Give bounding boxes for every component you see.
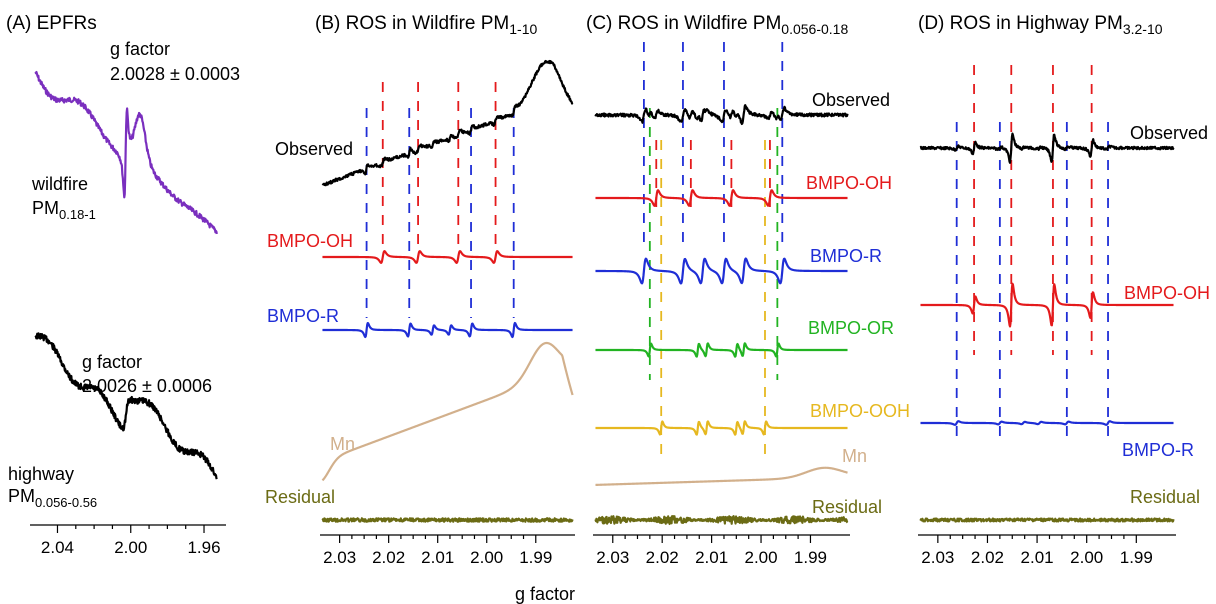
highway-epfr-trace [34, 332, 218, 480]
highway-annotation-label: g factor [82, 352, 142, 372]
panel-b-trace-observed [321, 59, 574, 187]
panel-c: (C) ROS in Wildfire PM0.056-0.18 2.03 2.0… [586, 13, 910, 567]
panel-d-plot: 2.03 2.02 2.01 2.00 1.99 Observed BMPO-OH BMPO-… [918, 65, 1210, 567]
panel-d-trace-bmpo-r [919, 420, 1175, 426]
panel-a-xtick-label-2: 1.96 [187, 538, 220, 557]
wildfire-label-pm-base: PM [32, 198, 59, 218]
panel-c-xtick-label-2: 2.01 [695, 548, 728, 567]
panel-d-label-bmpo-oh: BMPO-OH [1124, 283, 1210, 303]
panel-b-label-mn: Mn [330, 434, 355, 454]
panel-c-xtick-label-4: 1.99 [794, 548, 827, 567]
panel-c-xtick-label-0: 2.03 [596, 548, 629, 567]
panel-c-trace-observed [594, 104, 849, 126]
panel-b-trace-mn [321, 341, 574, 482]
panel-c-trace-bmpo-r [594, 257, 849, 285]
panel-d-xtick-label-4: 1.99 [1120, 548, 1153, 567]
panel-a-title: (A) EPFRs [6, 13, 97, 34]
panel-c-label-bmpo-r: BMPO-R [810, 246, 882, 266]
panel-c-label-bmpo-ooh: BMPO-OOH [810, 401, 910, 421]
panel-d-title-main: (D) ROS in Highway PM [918, 13, 1123, 34]
panel-d-label-observed: Observed [1130, 123, 1208, 143]
panel-b-label-bmpo-r: BMPO-R [267, 306, 339, 326]
wildfire-label-pm: PM0.18-1 [32, 198, 96, 222]
panel-d-xtick-label-1: 2.02 [971, 548, 1004, 567]
wildfire-label-subscript: 0.18-1 [59, 207, 96, 222]
panel-d-xtick-label-3: 2.00 [1070, 548, 1103, 567]
panel-c-title-subscript: 0.056-0.18 [781, 21, 848, 37]
highway-label-pm-base: PM [8, 486, 35, 506]
panel-c-label-bmpo-or: BMPO-OR [808, 318, 894, 338]
panel-b-xtick-label-4: 1.99 [519, 548, 552, 567]
panel-d-xtick-label-0: 2.03 [921, 548, 954, 567]
panel-a-xtick-label-0: 2.04 [41, 538, 74, 557]
panel-b-xtick-label-1: 2.02 [372, 548, 405, 567]
panel-b-xtick-label-2: 2.01 [421, 548, 454, 567]
panel-b-title-main: (B) ROS in Wildfire PM [315, 13, 509, 34]
wildfire-label: wildfire [31, 174, 88, 194]
highway-label: highway [8, 464, 74, 484]
wildfire-annotation-value: 2.0028 ± 0.0003 [110, 64, 240, 84]
panel-b-title-subscript: 1-10 [509, 21, 537, 37]
panel-d-title-subscript: 3.2-10 [1123, 21, 1163, 37]
panel-c-title-main: (C) ROS in Wildfire PM [586, 13, 781, 34]
panel-d-trace-residual [919, 517, 1175, 523]
panel-b-trace-bmpo-oh [321, 250, 574, 264]
panel-c-title: (C) ROS in Wildfire PM0.056-0.18 [586, 13, 848, 37]
panel-a-plot: 2.04 2.00 1.96 [30, 70, 226, 557]
panel-b-label-bmpo-oh: BMPO-OH [267, 231, 353, 251]
panel-c-xtick-label-3: 2.00 [744, 548, 777, 567]
panel-c-trace-bmpo-ooh [594, 420, 849, 436]
panel-c-trace-mn [594, 466, 849, 487]
highway-annotation-value: 2.0026 ± 0.0006 [82, 376, 212, 396]
panel-c-label-residual: Residual [812, 497, 882, 517]
highway-label-subscript: 0.056-0.56 [35, 495, 97, 510]
panel-d: (D) ROS in Highway PM3.2-10 2.03 2.02 2.01… [918, 13, 1210, 567]
panel-b-xtick-label-3: 2.00 [470, 548, 503, 567]
panel-d-label-residual: Residual [1130, 487, 1200, 507]
panel-b-trace-residual [321, 517, 574, 523]
panel-a-xtick-label-1: 2.00 [114, 538, 147, 557]
panel-c-label-bmpo-oh: BMPO-OH [806, 173, 892, 193]
wildfire-epfr-trace [34, 70, 218, 235]
panel-c-xtick-label-1: 2.02 [646, 548, 679, 567]
panel-b-xtick-label-0: 2.03 [323, 548, 356, 567]
panel-b-plot: 2.03 2.02 2.01 2.00 1.99 Observed BMPO-OH BMPO-… [265, 59, 575, 567]
panel-c-label-observed: Observed [812, 90, 890, 110]
panel-c-trace-bmpo-oh [594, 189, 849, 207]
panel-d-trace-bmpo-oh [919, 282, 1175, 328]
panel-d-label-bmpo-r: BMPO-R [1122, 440, 1194, 460]
panel-b-trace-bmpo-r [321, 321, 574, 339]
panel-a: (A) EPFRs g factor 2.0028 ± 0.0003 wildf… [6, 13, 240, 557]
panel-c-trace-residual [594, 515, 849, 526]
panel-b: (B) ROS in Wildfire PM1-10 2.03 2.02 2.01 2… [265, 13, 575, 567]
wildfire-annotation-label: g factor [110, 39, 170, 59]
panel-c-label-mn: Mn [842, 446, 867, 466]
panel-b-label-observed: Observed [275, 139, 353, 159]
panel-d-xtick-label-2: 2.01 [1021, 548, 1054, 567]
panel-b-title: (B) ROS in Wildfire PM1-10 [315, 13, 537, 37]
x-axis-title: g factor [515, 584, 575, 604]
panel-b-label-residual: Residual [265, 487, 335, 507]
panel-d-title: (D) ROS in Highway PM3.2-10 [918, 13, 1163, 37]
highway-label-pm: PM0.056-0.56 [8, 486, 97, 510]
panel-d-trace-observed [919, 132, 1175, 164]
panel-c-trace-bmpo-or [594, 342, 849, 358]
panel-c-plot: 2.03 2.02 2.01 2.00 1.99 Observed BMPO-OH BMPO-… [593, 42, 910, 567]
